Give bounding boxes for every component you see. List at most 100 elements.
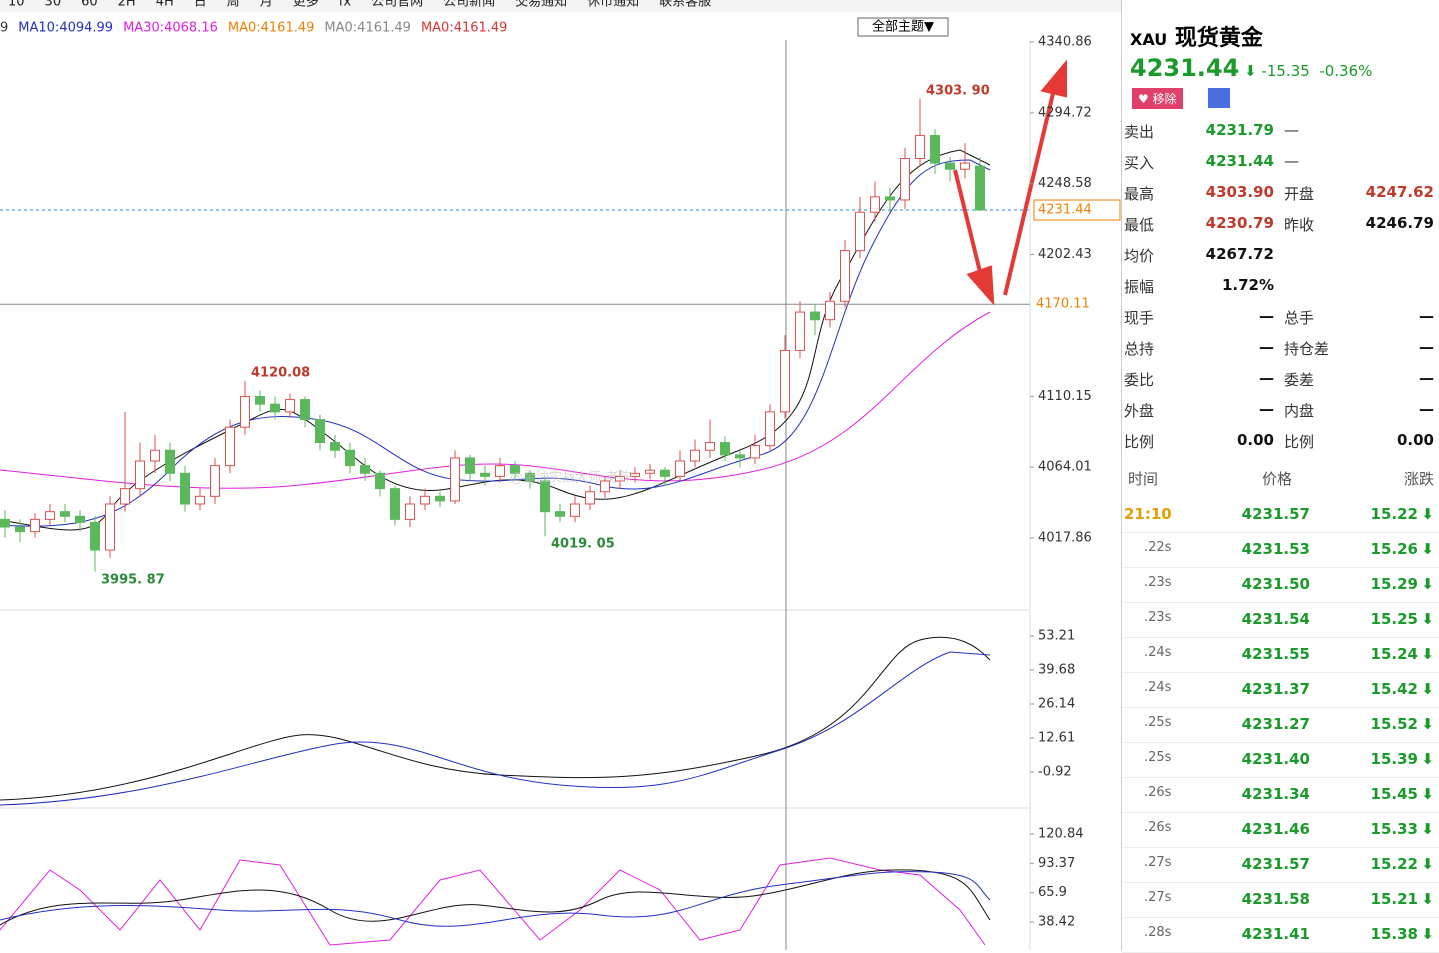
sub-tick-label: 120.84	[1038, 827, 1084, 842]
candle-body	[705, 442, 715, 451]
macd-line	[0, 636, 991, 801]
remove-button[interactable]: ♥ 移除	[1132, 88, 1183, 109]
tick-arrow: ⬇	[1421, 890, 1434, 908]
theme-label: 全部主题▼	[872, 19, 934, 35]
quote-cell: —	[1419, 369, 1434, 387]
candle-body	[975, 165, 985, 211]
tick-price: 4231.37	[1241, 680, 1310, 698]
tick-change: 15.52	[1370, 715, 1418, 733]
toolbar-item: 更多	[293, 0, 319, 10]
candle-body	[105, 503, 115, 551]
tick-row: .26s 4231.34 15.45 ⬇	[1122, 777, 1439, 813]
candle-body	[735, 454, 745, 459]
arrow-head	[1040, 59, 1067, 98]
tick-change: 15.24	[1370, 645, 1418, 663]
sub-tick-label: 65.9	[1038, 885, 1067, 900]
legend-item: MA0:4161.49	[421, 21, 508, 36]
candle-body	[840, 250, 850, 302]
candle-body	[270, 403, 280, 413]
tick-time: .24s	[1144, 645, 1172, 660]
macd-line	[0, 651, 991, 806]
tick-header: 时间 价格 涨跌	[1122, 462, 1439, 493]
tick-price: 4231.50	[1241, 575, 1310, 593]
candle-body	[480, 472, 490, 477]
arrow	[953, 169, 984, 281]
price-annotation: 4120.08	[251, 366, 310, 381]
candle-body	[240, 396, 250, 428]
tick-row: .28s 4231.41 15.38 ⬇	[1122, 917, 1439, 953]
tick-arrow: ⬇	[1421, 680, 1434, 698]
toolbar	[0, 0, 1121, 12]
tick-arrow: ⬇	[1421, 575, 1434, 593]
tick-price: 4231.58	[1241, 890, 1310, 908]
kdj-line	[0, 869, 991, 926]
quote-row: 总持 — 持仓差 —	[1122, 332, 1439, 363]
candle-body	[615, 475, 625, 482]
candle-body	[150, 449, 160, 462]
tick-time: .27s	[1144, 890, 1172, 905]
candle-body	[120, 488, 130, 505]
candle-body	[315, 419, 325, 444]
last-price-label: 4231.44	[1038, 203, 1092, 218]
toolbar-item: 交易通知	[515, 0, 567, 10]
ma-lines	[0, 149, 991, 946]
tick-change: 15.45	[1370, 785, 1418, 803]
quote-cell: 最高	[1124, 185, 1155, 203]
tick-price: 4231.40	[1241, 750, 1310, 768]
quote-cell: 现手	[1124, 309, 1155, 327]
alert-button[interactable]	[1208, 88, 1230, 108]
change-pct: -0.36%	[1319, 62, 1373, 80]
candle-body	[825, 300, 835, 321]
candle-body	[405, 503, 415, 520]
tick-change: 15.42	[1370, 680, 1418, 698]
tick-change: 15.25	[1370, 610, 1418, 628]
candle-body	[540, 480, 550, 513]
tick-arrow: ⬇	[1421, 750, 1434, 768]
kdj-line	[0, 871, 991, 927]
tick-price: 4231.46	[1241, 820, 1310, 838]
tick-price: 4231.53	[1241, 540, 1310, 558]
symbol-code: XAU	[1130, 30, 1168, 49]
toolbar-item: 10	[8, 0, 25, 10]
price-annotation: 4303. 90	[926, 83, 990, 98]
candle-body	[510, 465, 520, 474]
sub-tick-label: 39.68	[1038, 662, 1075, 677]
toolbar-item: 公司新闻	[443, 0, 495, 10]
legend-item: MA0:4161.49	[324, 21, 411, 36]
candle-body	[195, 495, 205, 505]
candle-body	[645, 469, 655, 474]
quote-row: 卖出 4231.79 —	[1122, 115, 1439, 146]
candle-body	[135, 460, 145, 490]
price-tick-label: 4110.15	[1038, 389, 1092, 404]
quote-cell: 4267.72	[1205, 245, 1274, 263]
candle-body	[165, 449, 175, 474]
tick-change: 15.38	[1370, 925, 1418, 943]
tick-price: 4231.57	[1241, 505, 1310, 523]
tick-row: .24s 4231.55 15.24 ⬇	[1122, 637, 1439, 673]
price-annotation: 4019. 05	[551, 537, 615, 552]
candle-body	[900, 157, 910, 201]
candle-body	[210, 465, 220, 497]
ma-line	[0, 159, 991, 527]
theme-button[interactable]	[857, 17, 949, 37]
tick-price: 4231.55	[1241, 645, 1310, 663]
last-price-tag	[1033, 199, 1121, 221]
tick-time: .28s	[1144, 925, 1172, 940]
quote-row: 比例 0.00 比例 0.00	[1122, 425, 1439, 456]
quote-cell: 0.00	[1236, 431, 1274, 449]
tick-row: .22s 4231.53 15.26 ⬇	[1122, 532, 1439, 568]
tick-time: .23s	[1144, 610, 1172, 625]
tick-price: 4231.34	[1241, 785, 1310, 803]
toolbar-item: 公司官网	[371, 0, 423, 10]
tick-arrow: ⬇	[1421, 855, 1434, 873]
legend-item: MA30:4068.16	[123, 21, 218, 36]
tick-change: 15.29	[1370, 575, 1418, 593]
toolbar-item: 30	[45, 0, 62, 10]
candle-body	[870, 196, 880, 213]
quote-cell: 4303.90	[1205, 183, 1274, 201]
tick-arrow: ⬇	[1421, 715, 1434, 733]
quote-cell: —	[1259, 338, 1274, 356]
kdj-line	[0, 857, 986, 946]
tick-row: .26s 4231.46 15.33 ⬇	[1122, 812, 1439, 848]
quote-cell: 卖出	[1124, 123, 1155, 141]
